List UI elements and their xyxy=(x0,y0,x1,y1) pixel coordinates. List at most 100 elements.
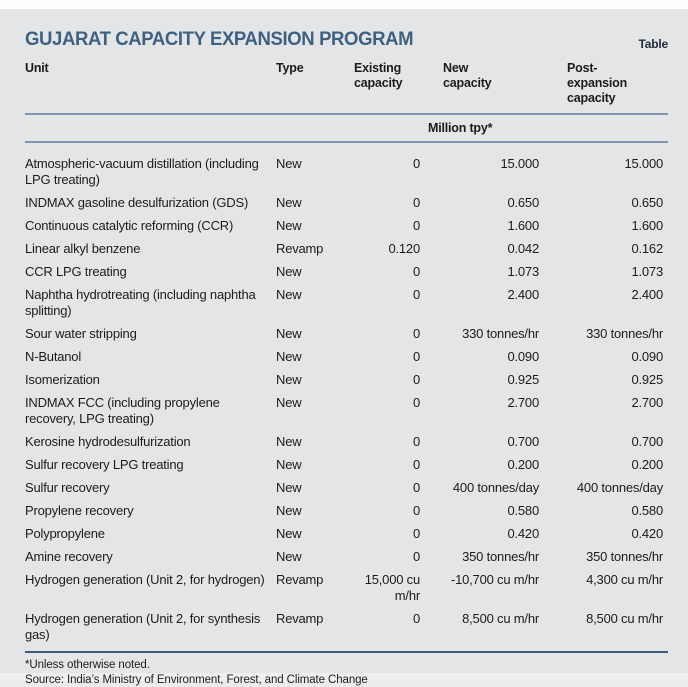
post-expansion-capacity-cell: 1.600 xyxy=(544,214,668,237)
type-cell: New xyxy=(276,368,354,391)
table-row: INDMAX FCC (including propylene recovery… xyxy=(25,391,668,430)
type-cell: New xyxy=(276,191,354,214)
new-capacity-cell: 0.580 xyxy=(428,499,544,522)
existing-capacity-cell: 0 xyxy=(354,283,428,322)
post-expansion-capacity-cell: 2.700 xyxy=(544,391,668,430)
table-row: Naphtha hydrotreating (including naphtha… xyxy=(25,283,668,322)
type-cell: Revamp xyxy=(276,568,354,607)
existing-capacity-cell: 0 xyxy=(354,545,428,568)
new-capacity-cell: 8,500 cu m/hr xyxy=(428,607,544,646)
post-expansion-capacity-cell: 0.925 xyxy=(544,368,668,391)
post-expansion-capacity-cell: 0.580 xyxy=(544,499,668,522)
post-expansion-capacity-cell: 1.073 xyxy=(544,260,668,283)
unit-cell: Sour water stripping xyxy=(25,322,276,345)
column-header-unit: Unit xyxy=(25,61,276,114)
post-expansion-capacity-cell: 0.650 xyxy=(544,191,668,214)
title-row: GUJARAT CAPACITY EXPANSION PROGRAM Table xyxy=(25,28,668,51)
table-row: Hydrogen generation (Unit 2, for hydroge… xyxy=(25,568,668,607)
unit-cell: Sulfur recovery xyxy=(25,476,276,499)
table-row: Hydrogen generation (Unit 2, for synthes… xyxy=(25,607,668,646)
unit-cell: Continuous catalytic reforming (CCR) xyxy=(25,214,276,237)
unit-cell: Isomerization xyxy=(25,368,276,391)
unit-cell: CCR LPG treating xyxy=(25,260,276,283)
post-expansion-capacity-cell: 0.420 xyxy=(544,522,668,545)
new-capacity-cell: 0.925 xyxy=(428,368,544,391)
existing-capacity-cell: 0 xyxy=(354,499,428,522)
existing-capacity-cell: 15,000 cu m/hr xyxy=(354,568,428,607)
table-row: Sour water stripping New 0 330 tonnes/hr… xyxy=(25,322,668,345)
table-title: GUJARAT CAPACITY EXPANSION PROGRAM xyxy=(25,28,413,51)
new-capacity-cell: 0.700 xyxy=(428,430,544,453)
unit-cell: Naphtha hydrotreating (including naphtha… xyxy=(25,283,276,322)
column-header-row: Unit Type Existing capacity New capacity… xyxy=(25,61,668,114)
unit-cell: Propylene recovery xyxy=(25,499,276,522)
table-row: Kerosine hydrodesulfurization New 0 0.70… xyxy=(25,430,668,453)
column-header-existing-capacity: Existing capacity xyxy=(354,61,428,114)
unit-cell: INDMAX gasoline desulfurization (GDS) xyxy=(25,191,276,214)
column-header-type: Type xyxy=(276,61,354,114)
unit-cell: Hydrogen generation (Unit 2, for synthes… xyxy=(25,607,276,646)
existing-capacity-cell: 0 xyxy=(354,322,428,345)
new-capacity-cell: 1.073 xyxy=(428,260,544,283)
unit-cell: Kerosine hydrodesulfurization xyxy=(25,430,276,453)
post-expansion-capacity-cell: 8,500 cu m/hr xyxy=(544,607,668,646)
type-cell: New xyxy=(276,322,354,345)
footer-rule xyxy=(25,651,668,653)
table-row: Propylene recovery New 0 0.580 0.580 xyxy=(25,499,668,522)
type-cell: New xyxy=(276,499,354,522)
type-cell: Revamp xyxy=(276,237,354,260)
table-row: Polypropylene New 0 0.420 0.420 xyxy=(25,522,668,545)
table-row: Sulfur recovery LPG treating New 0 0.200… xyxy=(25,453,668,476)
post-expansion-capacity-cell: 2.400 xyxy=(544,283,668,322)
type-cell: New xyxy=(276,476,354,499)
unit-cell: Linear alkyl benzene xyxy=(25,237,276,260)
capacity-table: Unit Type Existing capacity New capacity… xyxy=(25,61,668,646)
unit-cell: Amine recovery xyxy=(25,545,276,568)
unit-cell: N-Butanol xyxy=(25,345,276,368)
post-expansion-capacity-cell: 4,300 cu m/hr xyxy=(544,568,668,607)
post-expansion-capacity-cell: 350 tonnes/hr xyxy=(544,545,668,568)
type-cell: New xyxy=(276,522,354,545)
new-capacity-cell: 15.000 xyxy=(428,142,544,191)
table-row: Linear alkyl benzene Revamp 0.120 0.042 … xyxy=(25,237,668,260)
existing-capacity-cell: 0 xyxy=(354,191,428,214)
existing-capacity-cell: 0 xyxy=(354,142,428,191)
post-expansion-capacity-cell: 0.090 xyxy=(544,345,668,368)
unit-cell: Polypropylene xyxy=(25,522,276,545)
post-expansion-capacity-cell: 0.700 xyxy=(544,430,668,453)
table-row: CCR LPG treating New 0 1.073 1.073 xyxy=(25,260,668,283)
post-expansion-capacity-cell: 15.000 xyxy=(544,142,668,191)
new-capacity-cell: 2.700 xyxy=(428,391,544,430)
post-expansion-capacity-cell: 400 tonnes/day xyxy=(544,476,668,499)
existing-capacity-cell: 0 xyxy=(354,522,428,545)
column-header-post-expansion-capacity: Post-expansion capacity xyxy=(544,61,668,114)
unit-cell: Sulfur recovery LPG treating xyxy=(25,453,276,476)
table-row: Atmospheric-vacuum distillation (includi… xyxy=(25,142,668,191)
new-capacity-cell: 0.650 xyxy=(428,191,544,214)
type-cell: New xyxy=(276,283,354,322)
unit-cell: Atmospheric-vacuum distillation (includi… xyxy=(25,142,276,191)
post-expansion-capacity-cell: 0.162 xyxy=(544,237,668,260)
column-header-new-capacity: New capacity xyxy=(428,61,544,114)
table-row: Sulfur recovery New 0 400 tonnes/day 400… xyxy=(25,476,668,499)
type-cell: New xyxy=(276,345,354,368)
new-capacity-cell: 0.090 xyxy=(428,345,544,368)
type-cell: New xyxy=(276,430,354,453)
existing-capacity-cell: 0 xyxy=(354,476,428,499)
type-cell: New xyxy=(276,214,354,237)
table-row: N-Butanol New 0 0.090 0.090 xyxy=(25,345,668,368)
new-capacity-cell: 330 tonnes/hr xyxy=(428,322,544,345)
units-band-label: Million tpy* xyxy=(25,114,668,142)
new-capacity-cell: 350 tonnes/hr xyxy=(428,545,544,568)
existing-capacity-cell: 0 xyxy=(354,368,428,391)
new-capacity-cell: -10,700 cu m/hr xyxy=(428,568,544,607)
units-band-row: Million tpy* xyxy=(25,114,668,142)
new-capacity-cell: 0.420 xyxy=(428,522,544,545)
table-row: Continuous catalytic reforming (CCR) New… xyxy=(25,214,668,237)
table-row: INDMAX gasoline desulfurization (GDS) Ne… xyxy=(25,191,668,214)
existing-capacity-cell: 0 xyxy=(354,345,428,368)
footnote-unless-noted: *Unless otherwise noted. xyxy=(25,658,668,673)
post-expansion-capacity-cell: 0.200 xyxy=(544,453,668,476)
existing-capacity-cell: 0 xyxy=(354,607,428,646)
type-cell: New xyxy=(276,453,354,476)
